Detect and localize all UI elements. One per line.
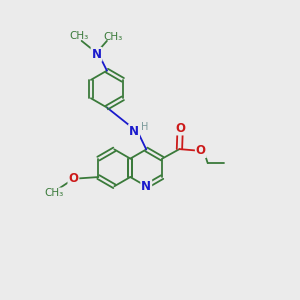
Text: N: N [141, 180, 151, 193]
Text: N: N [92, 48, 101, 61]
Text: O: O [68, 172, 78, 185]
Text: CH₃: CH₃ [44, 188, 64, 198]
Text: CH₃: CH₃ [70, 31, 89, 40]
Text: CH₃: CH₃ [103, 32, 122, 42]
Text: H: H [141, 122, 148, 132]
Text: O: O [175, 122, 185, 134]
Text: O: O [196, 144, 206, 157]
Text: N: N [129, 125, 139, 138]
